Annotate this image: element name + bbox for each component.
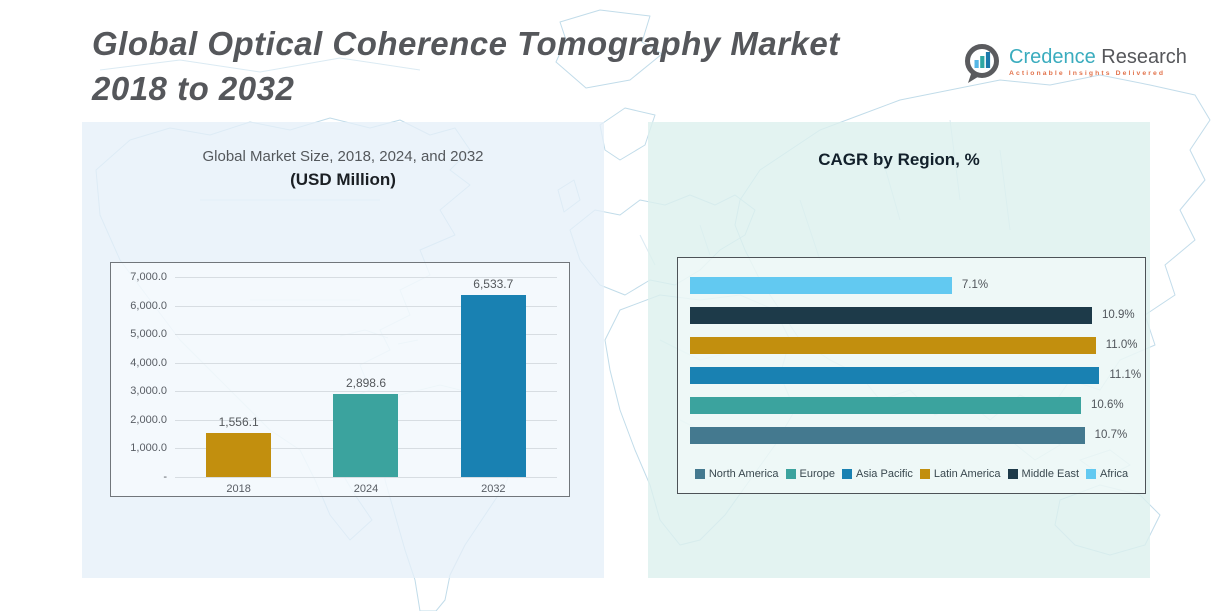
legend-label: Asia Pacific xyxy=(856,468,913,480)
y-axis-tick-label: 1,000.0 xyxy=(130,442,167,455)
bar-column: 6,533.7 xyxy=(460,277,526,477)
cagr-value-label: 10.9% xyxy=(1102,309,1135,321)
brand-name: Credence Research xyxy=(1009,46,1187,68)
legend-item: Europe xyxy=(785,468,836,480)
bar-2024 xyxy=(333,394,399,477)
cagr-bar xyxy=(690,366,1100,384)
market-size-title-text: Global Market Size, 2018, 2024, and 2032 xyxy=(202,148,484,165)
bar-value-label: 1,556.1 xyxy=(218,414,259,429)
bar-column: 2,898.6 xyxy=(333,277,399,477)
legend-swatch xyxy=(694,469,705,479)
cagr-bar xyxy=(690,276,952,294)
market-size-chart: 7,000.0 6,000.0 5,000.0 4,000.0 3,000.0 2,000… xyxy=(110,262,570,497)
x-axis-label: 2032 xyxy=(481,483,506,495)
cagr-panel: CAGR by Region, % 7.1% 10.9% 11.0% 11.1% 10.… xyxy=(648,122,1150,578)
cagr-row-middle-east: 10.9% xyxy=(690,300,1135,330)
y-axis-tick-label: 3,000.0 xyxy=(130,385,167,398)
y-axis-tick-label: 2,000.0 xyxy=(130,413,167,426)
gridline xyxy=(175,277,557,278)
credence-logo-icon xyxy=(965,44,999,83)
bar-group: 1,556.1 2,898.6 6,533.7 xyxy=(175,277,557,477)
legend-swatch xyxy=(1007,469,1018,479)
cagr-row-europe: 10.6% xyxy=(690,390,1135,420)
brand-logo: Credence Research Actionable Insights De… xyxy=(962,42,1187,84)
bar-column: 1,556.1 xyxy=(206,277,272,477)
y-axis-tick-label: 6,000.0 xyxy=(130,299,167,312)
cagr-value-label: 7.1% xyxy=(961,279,989,291)
cagr-row-latin-america: 11.0% xyxy=(690,330,1138,360)
legend-swatch xyxy=(1086,469,1097,479)
legend-label: Europe xyxy=(799,468,836,480)
brand-tagline: Actionable Insights Delivered xyxy=(1009,70,1166,77)
bar-2018 xyxy=(206,432,272,477)
page-title-line1: Global Optical Coherence Tomography Mark… xyxy=(92,25,840,62)
page-title-line2: 2018 to 2032 xyxy=(92,69,295,107)
x-axis-label: 2018 xyxy=(226,483,251,495)
gridline xyxy=(175,362,557,364)
gridline xyxy=(175,334,557,336)
legend-swatch xyxy=(785,469,796,479)
cagr-legend: North America Europe Asia Pacific Latin Ame… xyxy=(678,468,1145,480)
x-axis-category-labels: 2018 2024 2032 xyxy=(175,483,557,495)
brand-name-secondary: Research xyxy=(1101,46,1187,68)
cagr-row-africa: 7.1% xyxy=(690,270,1135,300)
cagr-bar xyxy=(690,306,1093,324)
cagr-chart: 7.1% 10.9% 11.0% 11.1% 10.6% 10.7% North Amer… xyxy=(677,257,1146,494)
market-size-units-text: (USD Million) xyxy=(290,170,396,189)
legend-swatch xyxy=(842,469,853,479)
y-axis-tick-label: 4,000.0 xyxy=(130,356,167,369)
bar-2032 xyxy=(460,295,526,477)
gridline xyxy=(175,391,557,393)
x-axis-label: 2024 xyxy=(353,483,379,495)
cagr-row-asia-pacific: 11.1% xyxy=(690,360,1141,390)
bar-value-label: 2,898.6 xyxy=(345,376,386,391)
legend-swatch xyxy=(919,469,930,479)
y-axis-tick-label: - xyxy=(163,471,167,483)
market-size-plot-area: 1,556.1 2,898.6 6,533.7 xyxy=(175,277,557,478)
y-axis-tick-labels: 7,000.0 6,000.0 5,000.0 4,000.0 3,000.0 2,000… xyxy=(117,271,167,483)
cagr-bar xyxy=(690,396,1081,414)
legend-label: Latin America xyxy=(933,468,1001,480)
gridline xyxy=(175,305,557,307)
legend-item: Middle East xyxy=(1007,468,1080,480)
brand-text: Credence Research Actionable Insights De… xyxy=(1009,42,1187,77)
cagr-value-label: 11.1% xyxy=(1109,369,1142,381)
cagr-value-label: 11.0% xyxy=(1105,339,1138,351)
y-axis-tick-label: 5,000.0 xyxy=(130,328,167,341)
cagr-chart-title: CAGR by Region, % xyxy=(818,150,980,169)
legend-label: Middle East xyxy=(1021,468,1080,480)
legend-item: Asia Pacific xyxy=(842,468,913,480)
cagr-bar xyxy=(690,336,1096,354)
legend-item: North America xyxy=(694,468,779,480)
cagr-row-north-america: 10.7% xyxy=(690,420,1135,450)
market-size-panel: Global Market Size, 2018, 2024, and 2032… xyxy=(82,122,604,578)
cagr-bar-rows: 7.1% 10.9% 11.0% 11.1% 10.6% 10.7% xyxy=(690,270,1141,450)
cagr-bar xyxy=(690,426,1085,444)
gridline xyxy=(175,477,557,478)
legend-item: Latin America xyxy=(919,468,1001,480)
bar-value-label: 6,533.7 xyxy=(473,277,514,291)
cagr-value-label: 10.7% xyxy=(1094,429,1128,441)
legend-label: Africa xyxy=(1100,468,1129,480)
legend-item: Africa xyxy=(1086,468,1128,480)
brand-name-primary: Credence xyxy=(1009,46,1096,68)
legend-label: North America xyxy=(708,468,779,480)
page-title: Global Optical Coherence Tomography Mark… xyxy=(92,22,840,111)
cagr-value-label: 10.6% xyxy=(1090,399,1124,411)
y-axis-tick-label: 7,000.0 xyxy=(130,271,167,283)
market-size-chart-title: Global Market Size, 2018, 2024, and 2032… xyxy=(82,148,604,190)
